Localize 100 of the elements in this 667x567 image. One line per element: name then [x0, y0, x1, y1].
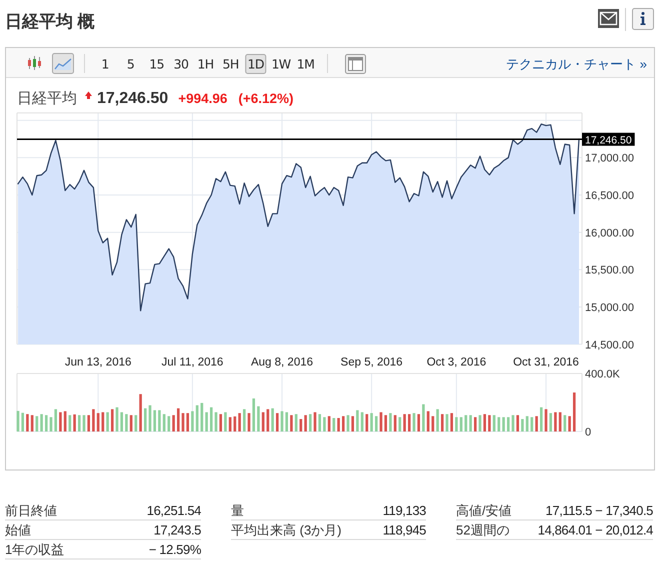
- text: 30: [174, 56, 189, 72]
- bar: [68, 415, 72, 432]
- y-tick-label: 14,500.00: [585, 339, 634, 352]
- bar: [440, 414, 444, 432]
- bar: [342, 416, 345, 432]
- bar: [526, 416, 528, 432]
- bar: [158, 410, 161, 432]
- bar: [328, 416, 330, 432]
- y-tick-label: 400.0K: [585, 368, 621, 380]
- bar: [356, 410, 359, 432]
- bar: [106, 412, 109, 432]
- bar: [214, 412, 218, 432]
- text: 前日終値: [5, 503, 57, 518]
- bar: [300, 419, 302, 432]
- bar: [417, 414, 420, 432]
- text: 52週間の: [456, 522, 510, 538]
- bar: [205, 412, 208, 432]
- bar: [262, 412, 264, 432]
- bar: [498, 417, 500, 432]
- text: 17,243.5: [154, 522, 202, 538]
- bar: [186, 413, 190, 432]
- bar: [228, 417, 232, 432]
- bar: [50, 417, 52, 432]
- bar: [403, 414, 406, 432]
- bar: [102, 412, 104, 432]
- y-tick-label: 16,000.00: [585, 227, 634, 240]
- bar: [82, 415, 86, 432]
- bar: [351, 416, 354, 432]
- bar: [238, 413, 241, 432]
- text: テクニカル・チャート »: [506, 56, 647, 72]
- y-tick-label: 0: [585, 426, 592, 438]
- bar: [535, 416, 538, 432]
- text: (+6.12%): [238, 91, 294, 106]
- x-tick-label: Jun 13, 2016: [64, 356, 132, 368]
- bar: [360, 412, 364, 432]
- y-tick-label: 16,500.00: [585, 190, 634, 202]
- bar: [502, 417, 505, 432]
- bar: [54, 409, 58, 432]
- bar: [40, 414, 43, 432]
- bar: [153, 410, 156, 432]
- bar: [30, 415, 34, 432]
- bar: [87, 415, 90, 432]
- chart-subtitle: 日経平均: [17, 90, 77, 107]
- bar: [408, 414, 411, 432]
- bar: [323, 417, 326, 432]
- y-tick-label: 17,000.00: [585, 152, 634, 165]
- bar: [148, 405, 152, 432]
- bar: [252, 398, 256, 432]
- bar: [460, 417, 462, 432]
- bar: [478, 415, 482, 432]
- bar: [21, 412, 24, 432]
- bar: [558, 412, 562, 432]
- bar: [110, 409, 114, 432]
- bar: [26, 414, 29, 432]
- text: − 12.59%: [148, 542, 202, 557]
- bar: [521, 419, 524, 432]
- bar: [394, 415, 396, 432]
- bar: [389, 413, 392, 432]
- bar: [450, 413, 454, 432]
- text: 1: [101, 56, 109, 72]
- bar: [540, 407, 543, 432]
- text: 118,945: [382, 522, 426, 538]
- bar: [125, 414, 128, 432]
- bar: [366, 414, 368, 432]
- bar: [308, 414, 312, 432]
- bar: [248, 413, 250, 432]
- bar: [92, 409, 95, 432]
- bar: [36, 416, 38, 432]
- bar: [162, 414, 166, 432]
- bar: [474, 417, 477, 432]
- y-tick-label: 15,500.00: [585, 264, 634, 277]
- bar: [384, 415, 388, 432]
- bar: [432, 416, 434, 432]
- bar: [210, 407, 213, 432]
- bar: [337, 418, 340, 432]
- text: 1年の収益: [5, 542, 64, 557]
- bar: [374, 416, 378, 432]
- bar: [506, 417, 510, 432]
- bar: [266, 409, 270, 432]
- bar: [96, 413, 100, 432]
- text: 5: [126, 56, 134, 72]
- bar: [564, 415, 566, 432]
- chart-title: 日経平均 概: [5, 12, 96, 31]
- text: 14,864.01 − 20,012.4: [538, 522, 654, 538]
- y-tick-label: 15,000.00: [585, 302, 634, 314]
- bar: [242, 409, 246, 432]
- bar: [172, 415, 175, 432]
- text: +994.96: [178, 91, 228, 106]
- text: 始値: [5, 522, 31, 538]
- text: 1W: [271, 56, 291, 72]
- text: 5H: [222, 56, 239, 72]
- bar: [516, 415, 520, 432]
- text: 17,115.5 − 17,340.5: [546, 503, 654, 518]
- bar: [280, 411, 284, 432]
- x-tick-label: Oct 3, 2016: [426, 356, 486, 368]
- bar: [73, 414, 76, 432]
- bar: [168, 416, 170, 432]
- text: 量: [231, 503, 244, 518]
- bar: [234, 416, 236, 432]
- bar: [182, 413, 184, 432]
